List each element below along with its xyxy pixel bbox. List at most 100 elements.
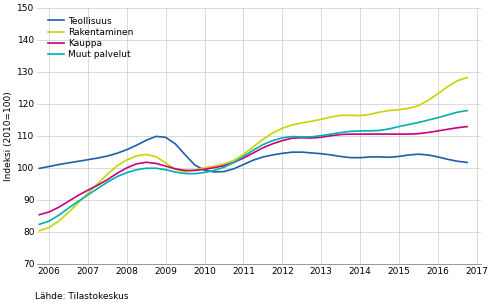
Kauppa	[56, 206, 62, 209]
Kauppa	[173, 167, 178, 171]
Text: Lähde: Tilastokeskus: Lähde: Tilastokeskus	[35, 292, 128, 301]
Rakentaminen	[202, 166, 208, 170]
Muut palvelut	[406, 123, 412, 126]
Muut palvelut	[124, 171, 130, 174]
Teollisuus	[425, 153, 431, 157]
Kauppa	[309, 136, 315, 140]
Rakentaminen	[231, 158, 237, 162]
Muut palvelut	[182, 172, 188, 175]
Muut palvelut	[309, 135, 315, 139]
Rakentaminen	[289, 123, 295, 127]
Rakentaminen	[241, 153, 246, 156]
Teollisuus	[124, 148, 130, 151]
Muut palvelut	[134, 168, 140, 172]
Muut palvelut	[56, 213, 62, 217]
Y-axis label: Indeksi (2010=100): Indeksi (2010=100)	[4, 91, 13, 181]
Teollisuus	[75, 160, 81, 163]
Teollisuus	[299, 150, 305, 154]
Muut palvelut	[173, 170, 178, 174]
Rakentaminen	[367, 112, 373, 116]
Muut palvelut	[143, 166, 149, 170]
Teollisuus	[464, 161, 470, 164]
Rakentaminen	[143, 153, 149, 156]
Teollisuus	[134, 143, 140, 147]
Muut palvelut	[435, 116, 441, 119]
Kauppa	[134, 162, 140, 166]
Rakentaminen	[85, 192, 91, 195]
Teollisuus	[406, 153, 412, 157]
Kauppa	[221, 164, 227, 168]
Teollisuus	[241, 163, 246, 166]
Kauppa	[75, 194, 81, 197]
Teollisuus	[46, 165, 52, 168]
Kauppa	[85, 188, 91, 192]
Muut palvelut	[105, 180, 110, 184]
Kauppa	[435, 129, 441, 133]
Kauppa	[289, 136, 295, 140]
Teollisuus	[435, 155, 441, 159]
Kauppa	[367, 132, 373, 136]
Muut palvelut	[221, 165, 227, 169]
Teollisuus	[445, 157, 451, 161]
Teollisuus	[260, 155, 266, 159]
Kauppa	[377, 132, 383, 136]
Muut palvelut	[211, 169, 217, 172]
Rakentaminen	[192, 168, 198, 172]
Rakentaminen	[56, 219, 62, 223]
Rakentaminen	[250, 145, 256, 149]
Rakentaminen	[182, 170, 188, 174]
Teollisuus	[221, 170, 227, 173]
Teollisuus	[105, 154, 110, 158]
Muut palvelut	[387, 127, 392, 131]
Muut palvelut	[338, 131, 344, 134]
Kauppa	[396, 132, 402, 136]
Kauppa	[124, 166, 130, 170]
Muut palvelut	[416, 121, 422, 124]
Kauppa	[36, 213, 42, 216]
Kauppa	[425, 131, 431, 134]
Rakentaminen	[455, 79, 460, 82]
Muut palvelut	[425, 118, 431, 122]
Teollisuus	[328, 153, 334, 157]
Teollisuus	[455, 159, 460, 163]
Muut palvelut	[66, 206, 71, 210]
Rakentaminen	[280, 126, 285, 130]
Kauppa	[250, 151, 256, 155]
Legend: Teollisuus, Rakentaminen, Kauppa, Muut palvelut: Teollisuus, Rakentaminen, Kauppa, Muut p…	[46, 15, 135, 61]
Rakentaminen	[114, 164, 120, 168]
Muut palvelut	[85, 193, 91, 197]
Kauppa	[66, 199, 71, 203]
Muut palvelut	[445, 113, 451, 117]
Teollisuus	[192, 163, 198, 167]
Rakentaminen	[173, 168, 178, 171]
Kauppa	[163, 164, 169, 168]
Teollisuus	[348, 156, 353, 160]
Muut palvelut	[75, 199, 81, 203]
Teollisuus	[56, 163, 62, 166]
Kauppa	[455, 126, 460, 130]
Kauppa	[182, 169, 188, 172]
Muut palvelut	[153, 166, 159, 170]
Teollisuus	[377, 155, 383, 159]
Teollisuus	[231, 167, 237, 171]
Kauppa	[192, 169, 198, 172]
Muut palvelut	[36, 223, 42, 226]
Muut palvelut	[250, 148, 256, 152]
Line: Muut palvelut: Muut palvelut	[39, 111, 467, 224]
Rakentaminen	[357, 114, 363, 117]
Teollisuus	[396, 155, 402, 158]
Teollisuus	[36, 167, 42, 170]
Rakentaminen	[406, 106, 412, 110]
Kauppa	[231, 161, 237, 164]
Teollisuus	[202, 168, 208, 172]
Rakentaminen	[318, 117, 324, 121]
Kauppa	[328, 134, 334, 138]
Rakentaminen	[211, 164, 217, 168]
Teollisuus	[85, 158, 91, 161]
Teollisuus	[357, 156, 363, 160]
Rakentaminen	[163, 161, 169, 165]
Rakentaminen	[348, 113, 353, 117]
Kauppa	[46, 210, 52, 214]
Kauppa	[445, 127, 451, 131]
Teollisuus	[114, 151, 120, 155]
